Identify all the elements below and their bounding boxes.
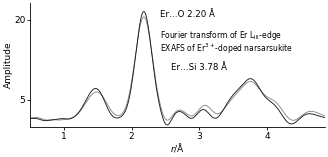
Text: Fourier transform of Er L$_\mathregular{III}$-edge: Fourier transform of Er L$_\mathregular{… — [160, 29, 282, 42]
Text: Er…O 2.20 Å: Er…O 2.20 Å — [160, 10, 215, 19]
X-axis label: $r$/Å: $r$/Å — [170, 141, 185, 154]
Text: Er…Si 3.78 Å: Er…Si 3.78 Å — [171, 63, 227, 73]
Y-axis label: Amplitude: Amplitude — [4, 42, 12, 88]
Text: EXAFS of Er$^{3+}$-doped narsarsukite: EXAFS of Er$^{3+}$-doped narsarsukite — [160, 42, 293, 56]
